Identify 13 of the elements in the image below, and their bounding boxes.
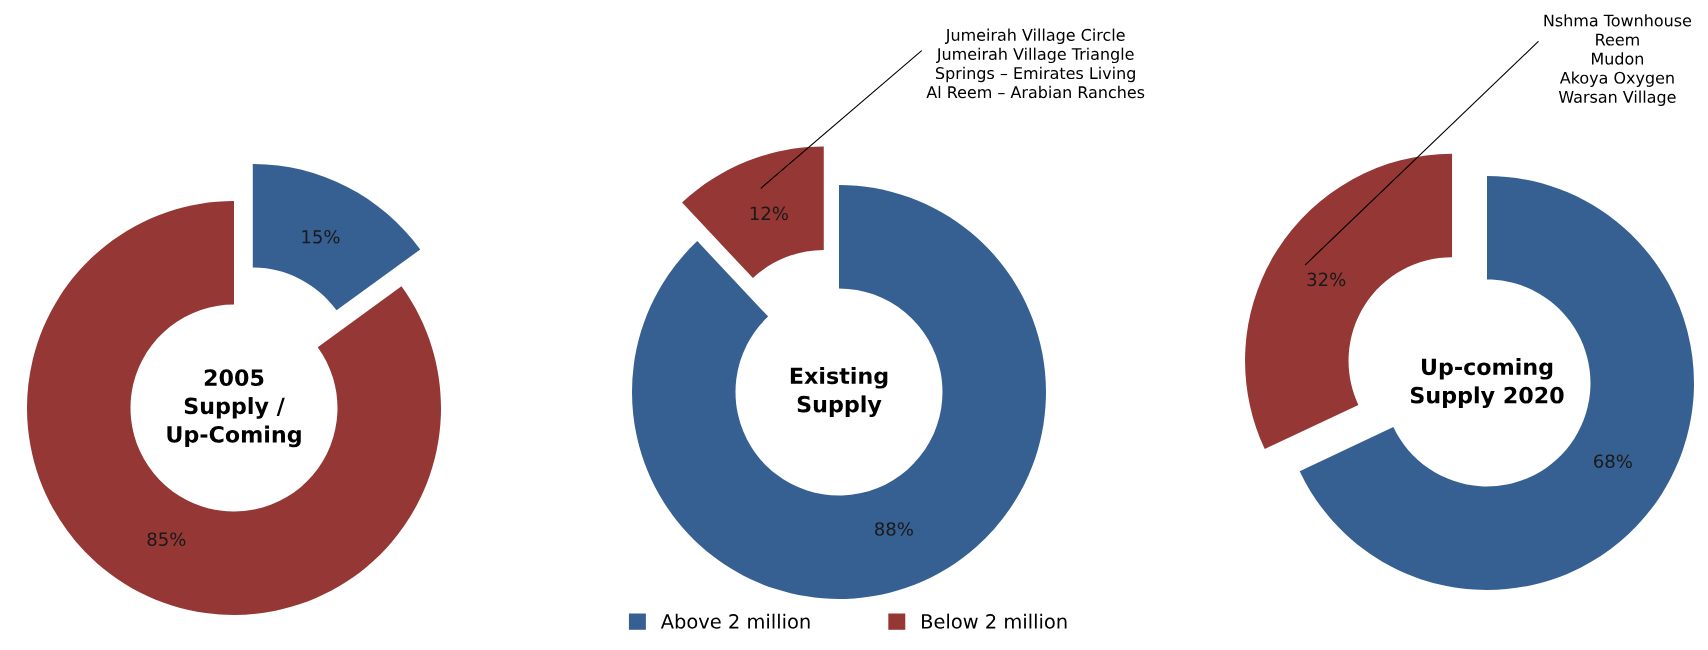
data-label: 88%: [875, 522, 913, 536]
data-label: 85%: [147, 532, 186, 547]
data-label: 32%: [1307, 272, 1346, 287]
text: Existing Supply: [790, 366, 888, 418]
legend-label: Above 2 million: [660, 613, 810, 629]
data-label: 15%: [302, 229, 340, 244]
legend-label: Below 2 million: [922, 613, 1067, 629]
text: Nshma Townhouse Reem Mudon Akoya Oxygen Warsan Village: [1544, 14, 1692, 107]
text: 2005 Supply / Up-Coming: [167, 369, 301, 448]
data-label: 68%: [1594, 454, 1632, 469]
text: Up-coming Supply 2020: [1410, 357, 1564, 409]
data-label: 12%: [750, 206, 788, 221]
text: Jumeirah Village Circle Jumeirah Village Triangle Springs – Emirates Living Al Reem – Arabian Ranches: [926, 28, 1145, 99]
